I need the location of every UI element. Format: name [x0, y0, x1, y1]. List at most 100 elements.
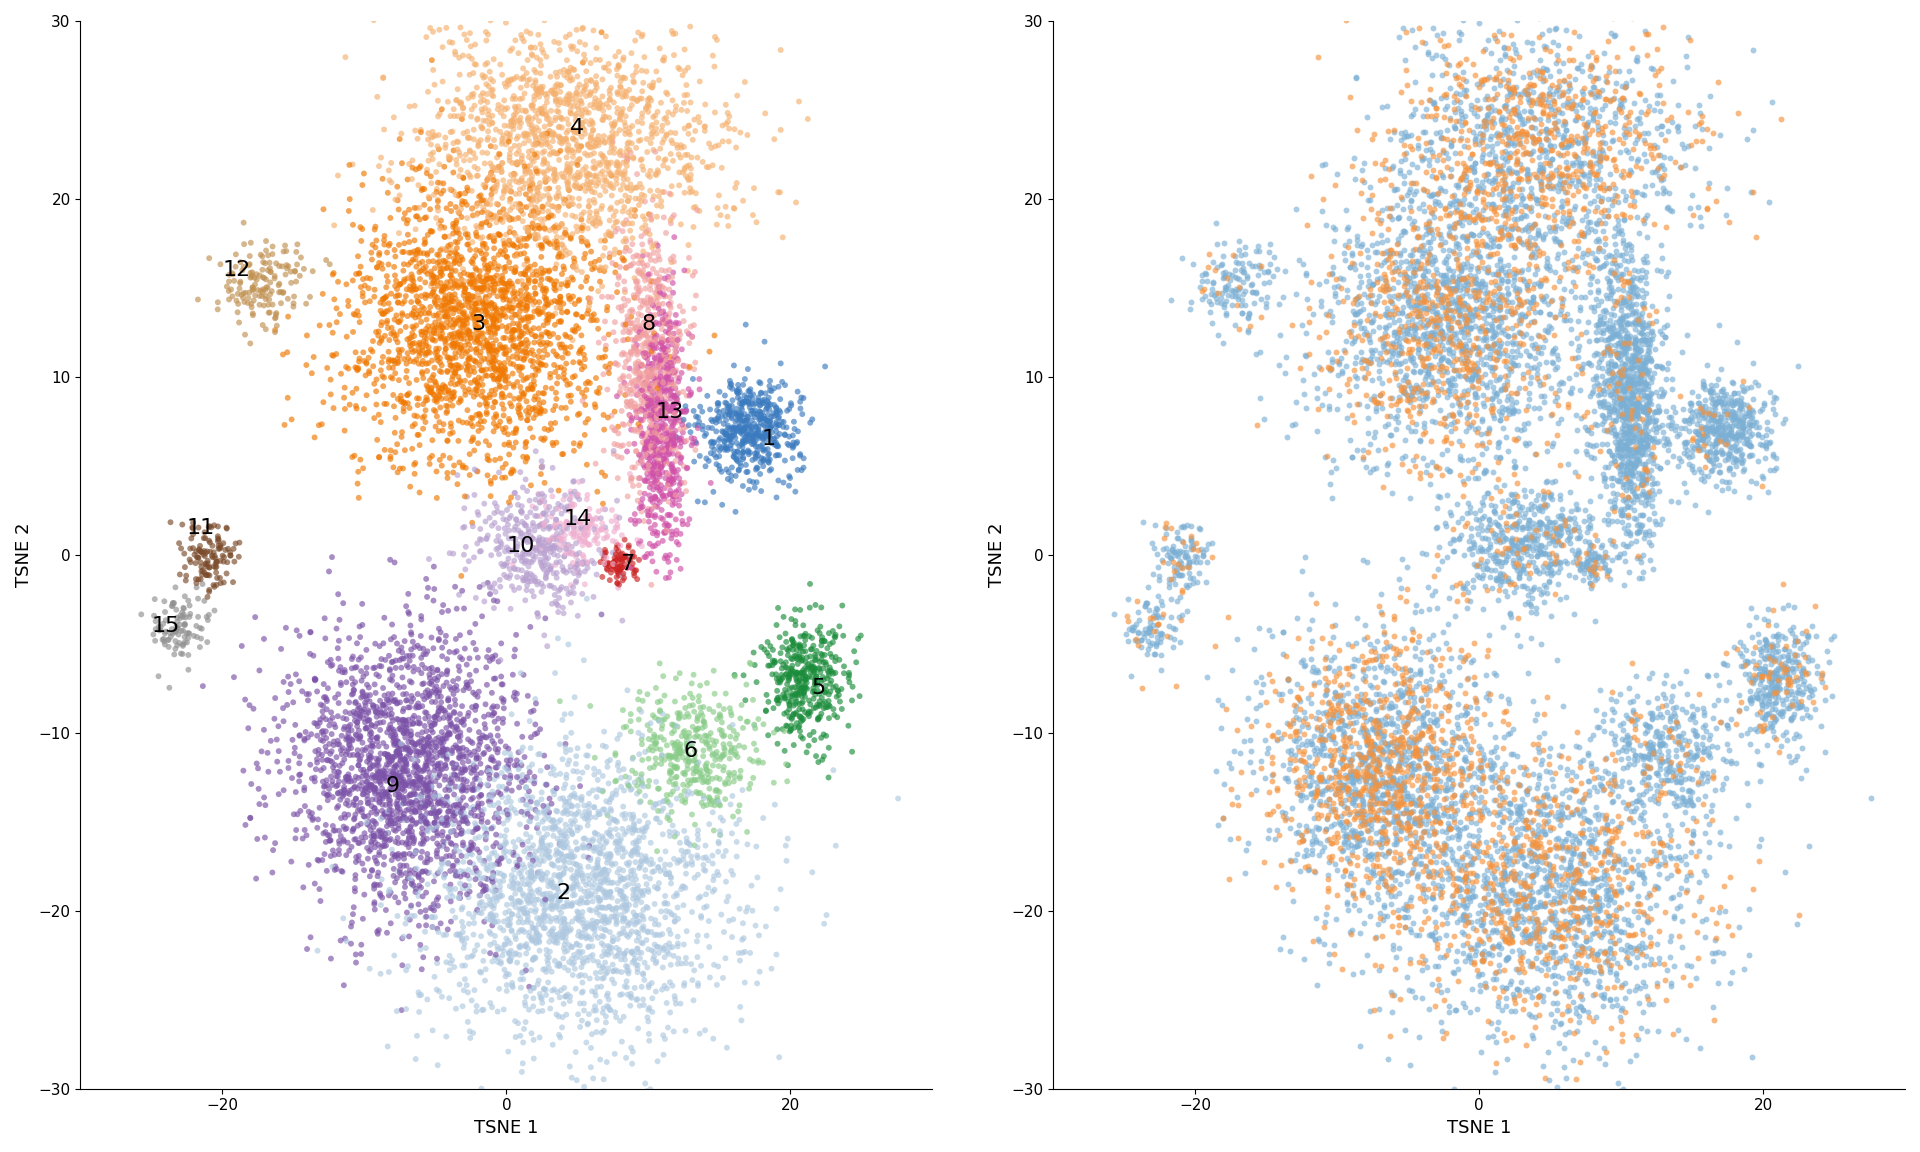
- healthy: [1402, 308, 1432, 326]
- Point: [261, 309, 292, 327]
- Point: [758, 435, 789, 454]
- disease: [1313, 796, 1344, 814]
- Point: [332, 720, 363, 738]
- Point: [468, 900, 499, 918]
- Point: [726, 412, 756, 431]
- Point: [457, 846, 488, 864]
- Point: [234, 247, 265, 265]
- Point: [801, 669, 831, 688]
- healthy: [1430, 287, 1461, 305]
- Point: [434, 449, 465, 468]
- disease: [1551, 874, 1582, 893]
- Point: [532, 888, 563, 907]
- Point: [328, 909, 359, 927]
- disease: [1588, 996, 1619, 1015]
- disease: [1605, 899, 1636, 917]
- Point: [538, 503, 568, 522]
- disease: [1628, 761, 1659, 780]
- disease: [1438, 729, 1469, 748]
- disease: [1619, 850, 1649, 869]
- Point: [572, 535, 603, 553]
- Point: [653, 331, 684, 349]
- disease: [1640, 485, 1670, 503]
- Point: [655, 473, 685, 492]
- disease: [1202, 213, 1233, 232]
- Point: [559, 886, 589, 904]
- Point: [447, 250, 478, 268]
- disease: [1523, 535, 1553, 553]
- disease: [1759, 680, 1789, 698]
- Point: [568, 869, 599, 887]
- disease: [1379, 664, 1409, 682]
- disease: [1532, 495, 1563, 514]
- disease: [1628, 386, 1659, 404]
- healthy: [1430, 358, 1461, 377]
- Point: [580, 395, 611, 414]
- disease: [1453, 892, 1484, 910]
- Point: [680, 742, 710, 760]
- disease: [1440, 119, 1471, 137]
- disease: [1599, 381, 1630, 400]
- Point: [407, 395, 438, 414]
- healthy: [1548, 901, 1578, 919]
- disease: [1467, 129, 1498, 147]
- disease: [1434, 373, 1465, 392]
- Point: [549, 826, 580, 844]
- disease: [1611, 306, 1642, 325]
- Point: [497, 153, 528, 172]
- Point: [584, 136, 614, 154]
- Point: [547, 927, 578, 946]
- disease: [1498, 720, 1528, 738]
- disease: [1638, 476, 1668, 494]
- Point: [622, 776, 653, 795]
- disease: [1459, 159, 1490, 177]
- Point: [804, 696, 835, 714]
- Point: [482, 938, 513, 956]
- Point: [672, 460, 703, 478]
- Point: [501, 305, 532, 324]
- Point: [745, 374, 776, 393]
- Point: [643, 295, 674, 313]
- Point: [526, 83, 557, 101]
- disease: [1582, 280, 1613, 298]
- Point: [785, 652, 816, 670]
- disease: [1791, 761, 1822, 780]
- disease: [1288, 651, 1319, 669]
- disease: [1653, 433, 1684, 452]
- Point: [553, 543, 584, 561]
- healthy: [1455, 359, 1486, 378]
- disease: [1594, 340, 1624, 358]
- disease: [1131, 594, 1162, 613]
- Point: [472, 209, 503, 227]
- disease: [1776, 684, 1807, 703]
- disease: [1294, 776, 1325, 795]
- disease: [1609, 475, 1640, 493]
- Point: [660, 774, 691, 793]
- healthy: [1356, 286, 1386, 304]
- Point: [403, 355, 434, 373]
- Point: [411, 776, 442, 795]
- Point: [634, 535, 664, 553]
- Point: [528, 553, 559, 571]
- Point: [482, 953, 513, 971]
- disease: [1240, 346, 1271, 364]
- healthy: [1457, 210, 1488, 228]
- healthy: [1519, 76, 1549, 94]
- Point: [778, 437, 808, 455]
- Point: [342, 634, 372, 652]
- Point: [534, 138, 564, 157]
- Point: [315, 703, 346, 721]
- disease: [1745, 675, 1776, 694]
- disease: [1791, 706, 1822, 725]
- Point: [378, 774, 409, 793]
- disease: [1509, 558, 1540, 576]
- Point: [501, 954, 532, 972]
- disease: [1390, 755, 1421, 773]
- disease: [1496, 162, 1526, 181]
- Point: [161, 636, 192, 654]
- healthy: [1377, 986, 1407, 1005]
- Point: [647, 484, 678, 502]
- Point: [530, 12, 561, 30]
- Point: [564, 168, 595, 187]
- disease: [1524, 922, 1555, 940]
